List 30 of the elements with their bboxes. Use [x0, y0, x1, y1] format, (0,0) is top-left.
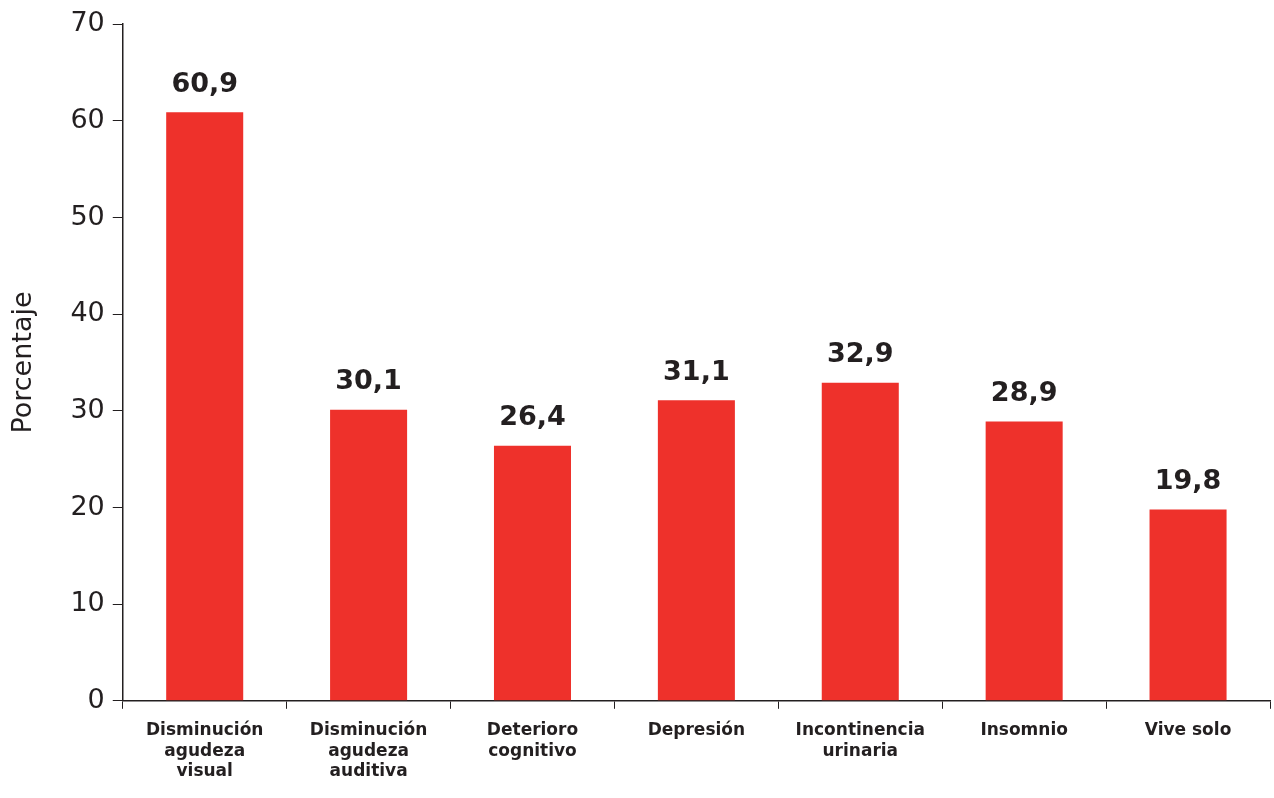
bar	[493, 445, 571, 701]
data-label: 32,9	[826, 337, 894, 369]
data-label: 30,1	[335, 364, 402, 396]
y-tick-label: 10	[70, 586, 105, 618]
x-tick-label: Incontinencia urinaria	[795, 719, 925, 760]
bar	[821, 382, 899, 701]
x-tick-label: Deterioro cognitivo	[486, 719, 579, 760]
y-tick-label: 60	[70, 102, 105, 134]
data-label: 31,1	[663, 354, 730, 386]
data-label: 28,9	[990, 375, 1058, 407]
y-tick-label: 30	[70, 392, 105, 424]
y-tick-label: 40	[70, 296, 105, 328]
data-label: 60,9	[171, 66, 239, 98]
y-tick-label: 20	[70, 489, 105, 521]
x-tick-label: Vive solo	[1144, 719, 1232, 740]
x-tick-label: Disminución agudeza visual	[145, 719, 264, 781]
x-tick-label: Disminución agudeza auditiva	[309, 719, 428, 781]
y-tick-label: 50	[70, 199, 105, 231]
x-tick-label: Insomnio	[980, 719, 1068, 740]
bar	[166, 112, 244, 701]
data-label: 19,8	[1154, 463, 1222, 495]
bar	[330, 409, 408, 701]
y-axis-title: Porcentaje	[6, 291, 38, 434]
bar	[1149, 509, 1227, 701]
data-label: 26,4	[499, 400, 566, 432]
y-tick-label: 0	[87, 682, 105, 714]
bar	[657, 400, 735, 701]
x-tick-label: Depresión	[647, 719, 746, 740]
bar	[985, 421, 1063, 701]
y-tick-label: 70	[70, 6, 105, 38]
